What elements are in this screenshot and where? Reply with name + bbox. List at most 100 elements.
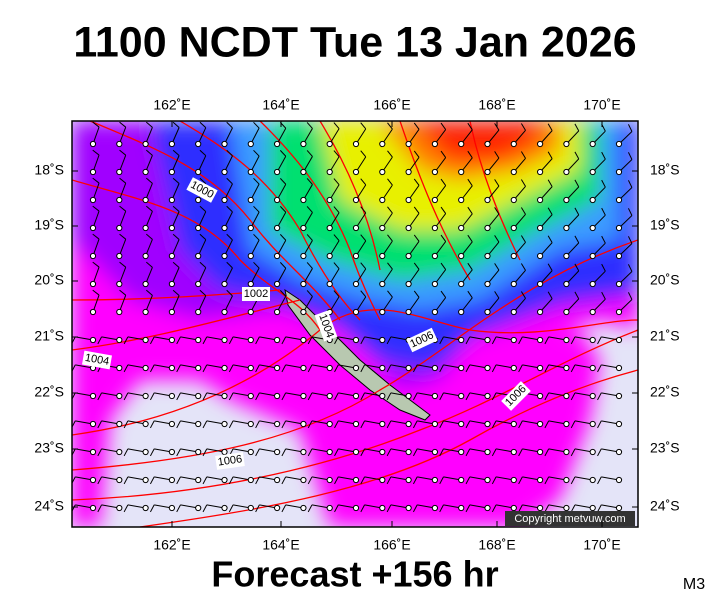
wind-station xyxy=(89,224,97,232)
wind-station xyxy=(484,140,491,148)
wind-barb xyxy=(226,261,233,269)
wind-station xyxy=(300,168,307,176)
wind-barb xyxy=(360,206,367,214)
wind-station xyxy=(326,476,333,484)
wind-barb xyxy=(467,206,473,215)
wind-barb xyxy=(465,504,471,513)
wind-barb xyxy=(520,235,526,243)
lat-label: 19˚S xyxy=(650,217,680,233)
wind-station xyxy=(537,252,544,260)
wind-station xyxy=(563,280,570,288)
wind-station xyxy=(537,196,544,204)
wind-barb xyxy=(465,336,471,345)
wind-barb xyxy=(202,336,208,345)
wind-barb xyxy=(518,448,523,457)
wind-barb xyxy=(386,392,392,401)
wind-station xyxy=(352,420,360,428)
wind-barb xyxy=(627,208,633,216)
wind-station xyxy=(589,448,596,456)
wind-barb xyxy=(253,149,260,157)
wind-station xyxy=(168,168,175,176)
wind-barb xyxy=(574,123,580,132)
wind-barb xyxy=(440,150,447,158)
wind-barb xyxy=(412,420,418,429)
wind-barb xyxy=(279,290,287,297)
wind-barb xyxy=(307,476,313,485)
wind-station xyxy=(537,392,544,400)
wind-station xyxy=(300,224,307,232)
wind-barb xyxy=(360,420,366,429)
wind-barb xyxy=(334,448,339,457)
wind-station xyxy=(352,336,360,344)
wind-barb xyxy=(228,476,234,485)
wind-barb xyxy=(97,336,103,345)
wind-barb xyxy=(412,392,418,401)
wind-station xyxy=(168,392,175,400)
wind-station xyxy=(510,364,517,372)
wind-station xyxy=(458,504,465,512)
wind-barb xyxy=(570,364,576,373)
wind-station xyxy=(168,224,175,232)
isobar-label: 1002 xyxy=(244,288,268,300)
wind-station xyxy=(484,252,491,260)
wind-station xyxy=(116,224,123,232)
wind-station xyxy=(352,308,360,316)
wind-station xyxy=(405,224,412,232)
wind-station xyxy=(405,392,412,400)
wind-station xyxy=(247,224,254,232)
wind-station xyxy=(379,252,386,260)
wind-station xyxy=(405,252,412,260)
wind-barb xyxy=(172,233,180,240)
wind-barb xyxy=(601,263,606,272)
wind-barb xyxy=(465,476,471,485)
wind-barb xyxy=(307,504,313,513)
wind-barb xyxy=(439,448,444,457)
wind-station xyxy=(89,504,97,512)
wind-station xyxy=(352,252,360,260)
wind-barb xyxy=(518,476,523,485)
wind-barb xyxy=(570,420,576,429)
wind-barb xyxy=(119,121,127,128)
isobar-label: 1006 xyxy=(217,453,243,468)
wind-station xyxy=(563,448,570,456)
wind-station xyxy=(458,364,465,372)
wind-barb xyxy=(627,180,633,188)
wind-station xyxy=(274,252,281,260)
wind-barb xyxy=(597,420,602,429)
wind-barb xyxy=(544,504,550,513)
wind-barb xyxy=(199,177,207,185)
wind-station xyxy=(537,364,544,372)
wind-station xyxy=(510,196,517,204)
lon-label: 170˚E xyxy=(583,97,620,113)
wind-station xyxy=(615,168,623,176)
wind-station xyxy=(247,476,254,484)
wind-barb xyxy=(601,207,606,216)
wind-barb xyxy=(494,235,500,243)
wind-barb xyxy=(597,448,602,457)
wind-station xyxy=(221,336,228,344)
wind-barb xyxy=(491,476,497,485)
wind-station xyxy=(247,336,254,344)
wind-barb xyxy=(440,122,447,130)
lat-label: 20˚S xyxy=(34,272,64,288)
wind-station xyxy=(405,196,412,204)
wind-barb xyxy=(145,233,153,240)
wind-barb xyxy=(574,291,580,300)
wind-station xyxy=(431,504,438,512)
wind-barb xyxy=(412,448,418,457)
wind-barb xyxy=(597,476,602,485)
wind-station xyxy=(484,168,491,176)
wind-barb xyxy=(601,179,606,188)
wind-barb xyxy=(387,234,393,242)
wind-station xyxy=(563,336,570,344)
wind-barb xyxy=(279,262,287,269)
wind-barb xyxy=(149,448,155,457)
wind-station xyxy=(326,196,333,204)
wind-barb xyxy=(281,420,287,429)
wind-station xyxy=(142,336,149,344)
wind-station xyxy=(458,476,465,484)
wind-barb xyxy=(491,336,497,345)
wind-station xyxy=(352,140,360,148)
wind-barb xyxy=(597,504,602,513)
